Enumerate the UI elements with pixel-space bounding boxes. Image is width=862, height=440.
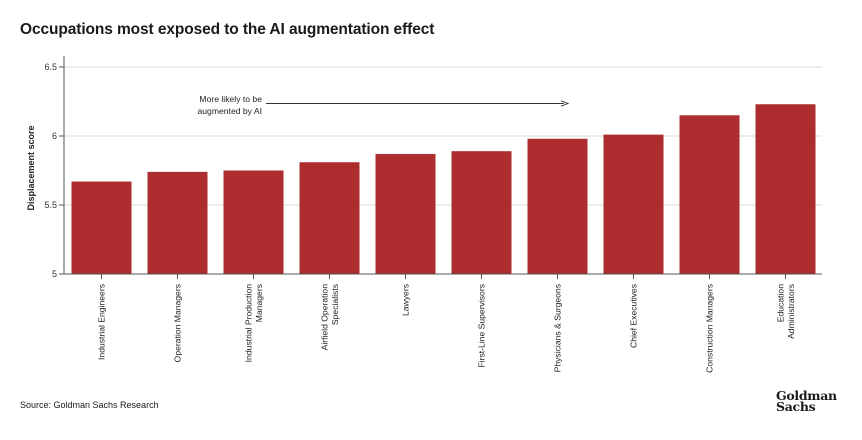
x-axis-category-labels: Industrial Engineers Operation Managers In… (97, 274, 796, 373)
x-category-label: Construction Managers (705, 284, 715, 373)
x-category-label: Managers (254, 284, 264, 322)
y-tick-label: 5.5 (44, 200, 57, 210)
annotation-arrow-head (560, 100, 570, 107)
bar (603, 134, 664, 274)
y-tick-label: 6.5 (44, 62, 57, 72)
bar (527, 138, 588, 274)
x-category-label: Education (775, 284, 785, 322)
bar (71, 181, 132, 274)
bar (299, 162, 360, 274)
bar (375, 153, 436, 274)
x-category-label: Airfield Operation (319, 284, 329, 351)
x-category-label: Operation Managers (173, 284, 183, 362)
x-category-label: Administrators (786, 284, 796, 339)
x-category-label: First-Line Supervisors (477, 284, 487, 368)
goldman-sachs-logo: Goldman Sachs (776, 388, 837, 414)
y-tick-label: 6 (52, 131, 57, 141)
x-category-label: Lawyers (401, 284, 411, 316)
x-category-label: Specialists (330, 284, 340, 325)
x-category-label: Physicians & Surgeons (553, 284, 563, 372)
y-axis-ticks: 5 5.5 6 6.5 (44, 62, 64, 279)
x-category-label: Industrial Production (243, 284, 253, 363)
y-tick-label: 5 (52, 269, 57, 279)
bar (755, 104, 816, 274)
x-category-label: Industrial Engineers (97, 284, 107, 360)
logo-line-1: Goldman (776, 388, 837, 403)
annotation-text-line-2: augmented by AI (198, 106, 263, 116)
x-category-label: Chief Executives (629, 284, 639, 348)
annotation-text-line-1: More likely to be (199, 94, 262, 104)
logo-line-2: Sachs (776, 399, 816, 414)
bar (147, 171, 208, 274)
y-axis-title: Displacement score (26, 125, 36, 210)
bar (679, 115, 740, 274)
bars (71, 104, 816, 274)
chart-title: Occupations most exposed to the AI augme… (20, 21, 435, 38)
source-note: Source: Goldman Sachs Research (20, 400, 159, 410)
annotation: More likely to be augmented by AI (198, 94, 570, 116)
bar (223, 170, 284, 274)
bar (451, 151, 512, 274)
